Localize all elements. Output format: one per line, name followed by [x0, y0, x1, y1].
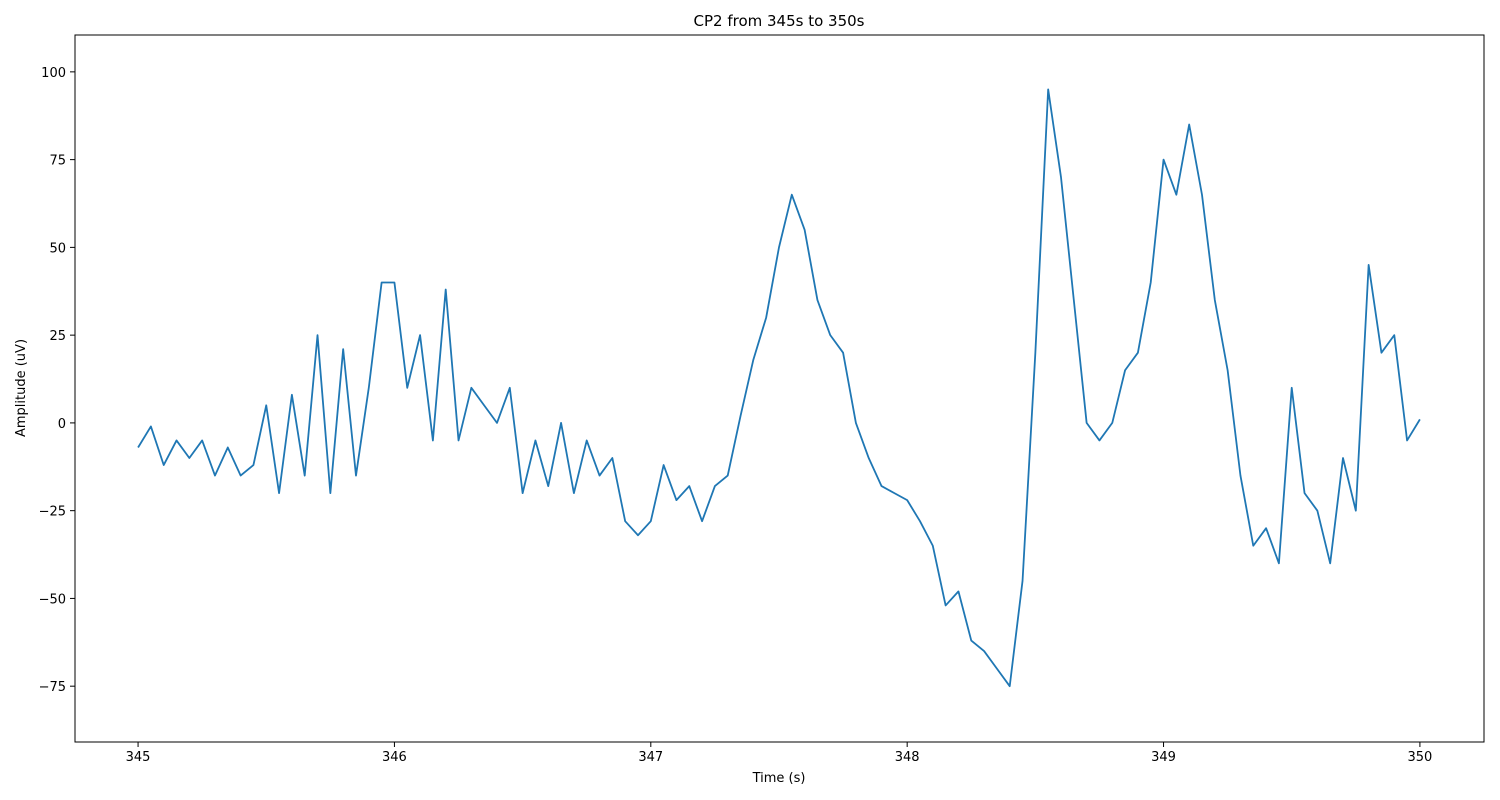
x-tick-label: 345	[126, 750, 151, 765]
y-tick-label: 0	[58, 417, 66, 432]
y-axis-label: Amplitude (uV)	[14, 339, 29, 437]
y-tick-label: −25	[39, 505, 66, 520]
y-tick-label: 100	[41, 66, 66, 81]
x-tick-label: 350	[1407, 750, 1432, 765]
x-tick-label: 349	[1151, 750, 1176, 765]
chart-title: CP2 from 345s to 350s	[694, 12, 865, 30]
x-tick-label: 347	[638, 750, 663, 765]
y-tick-label: −75	[39, 680, 66, 695]
x-tick-label: 348	[895, 750, 920, 765]
y-tick-label: −50	[39, 592, 66, 607]
axes-frame	[74, 34, 1485, 743]
y-tick-label: 75	[49, 154, 66, 169]
y-tick-label: 50	[49, 241, 66, 256]
x-axis-label: Time (s)	[752, 771, 806, 786]
y-tick-label: 25	[49, 329, 66, 344]
data-line	[137, 88, 1421, 688]
x-tick-label: 346	[382, 750, 407, 765]
